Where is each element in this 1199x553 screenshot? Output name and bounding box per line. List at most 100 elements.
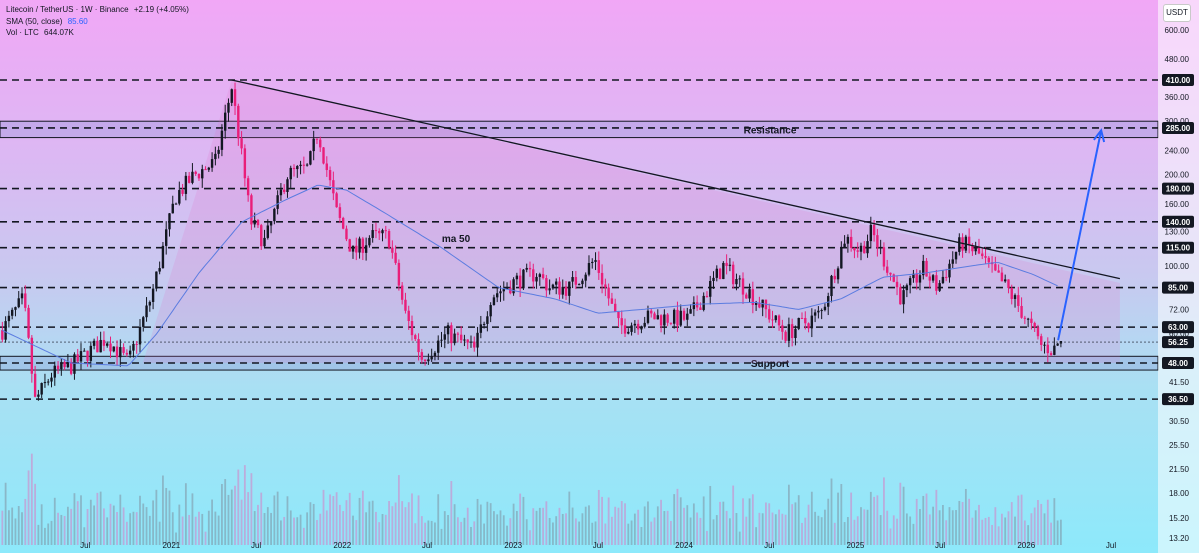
volume-bar <box>119 494 122 545</box>
candle-body <box>836 268 840 280</box>
volume-bar <box>715 515 718 545</box>
volume-bar <box>955 510 957 545</box>
candle-body <box>535 276 538 282</box>
candle-body <box>581 280 584 285</box>
volume-bar <box>466 507 469 545</box>
candle-body <box>643 322 646 327</box>
volume-bar <box>168 490 171 545</box>
volume-bar <box>217 515 220 545</box>
volume-bar <box>460 521 463 545</box>
volume-bar <box>361 490 364 545</box>
candle-body <box>584 274 587 281</box>
volume-bar <box>352 515 354 545</box>
candle-body <box>636 323 640 330</box>
volume-bar <box>1010 502 1013 545</box>
candle-body <box>427 359 430 362</box>
candle-body <box>309 151 312 165</box>
volume-bar <box>437 494 440 545</box>
candle-body <box>400 285 404 300</box>
candle-body <box>558 281 561 295</box>
candle-body <box>325 163 328 171</box>
price-change: +2.19 (+4.05%) <box>133 5 189 14</box>
volume-bar <box>689 517 692 545</box>
candle-body <box>587 263 591 275</box>
candle-body <box>174 203 178 205</box>
volume-bar <box>280 520 282 545</box>
volume-bar <box>761 513 764 545</box>
volume-layer <box>1 453 1062 545</box>
volume-bar <box>758 512 761 545</box>
volume-bar <box>479 504 482 545</box>
volume-bar <box>620 501 623 545</box>
level-label-text: 63.00 <box>1168 323 1189 332</box>
y-axis: 600.00 480.00 360.00 300.00 240.00 200.00 160.… <box>1158 0 1199 553</box>
volume-bar <box>522 496 525 545</box>
volume-value: 644.07K <box>43 28 74 37</box>
volume-bar <box>24 498 27 545</box>
level-label-text: 48.00 <box>1168 359 1189 368</box>
volume-bar <box>1001 513 1003 545</box>
projection-arrow <box>1057 130 1103 341</box>
level-label-bg <box>1162 241 1194 254</box>
candle-body <box>820 310 823 312</box>
candle-body <box>928 276 932 281</box>
volume-bar <box>663 511 666 545</box>
candle-body <box>702 295 705 310</box>
volume-bar <box>515 511 518 545</box>
candle-body <box>1053 345 1056 355</box>
candle-body <box>935 275 938 291</box>
volume-bar <box>653 517 656 545</box>
volume-line[interactable]: Vol · LTC 644.07K <box>6 27 189 39</box>
candle-body <box>217 149 220 154</box>
candle-body <box>338 207 342 218</box>
candle-body <box>1059 341 1063 344</box>
candle-body <box>53 365 56 378</box>
x-axis: Jul 2021 Jul 2022 Jul 2023 Jul 2024 Jul 2025 Jul 20… <box>80 541 1116 550</box>
volume-bar <box>699 517 702 545</box>
candle-body <box>807 323 810 329</box>
volume-bar <box>945 520 948 545</box>
candle-body <box>597 260 601 273</box>
volume-bar <box>801 522 803 545</box>
volume-bar <box>93 505 96 545</box>
volume-bar <box>545 501 548 545</box>
volume-bar <box>876 495 879 545</box>
candle-body <box>450 325 453 344</box>
sma-line[interactable]: SMA (50, close) 85.60 <box>6 16 189 28</box>
candle-body <box>155 271 158 289</box>
volume-bar <box>4 482 7 545</box>
y-tick-label: 72.00 <box>1169 306 1190 315</box>
candle-body <box>738 278 741 280</box>
candle-body <box>348 239 351 252</box>
candle-body <box>735 278 738 285</box>
volume-bar <box>319 513 322 545</box>
volume-bar <box>1037 500 1039 545</box>
y-tick-label: 240.00 <box>1165 147 1190 156</box>
candle-body <box>443 334 446 340</box>
candle-body <box>476 332 479 348</box>
candle-body <box>253 220 256 225</box>
candle-body <box>83 350 86 352</box>
y-tick-label: 160.00 <box>1165 200 1190 209</box>
candle-body <box>20 293 24 299</box>
candle-body <box>446 325 450 335</box>
candle-body <box>804 318 807 324</box>
currency-button[interactable]: USDT <box>1163 4 1191 22</box>
volume-bar <box>191 493 194 545</box>
candle-body <box>640 326 643 330</box>
level-label-text: 115.00 <box>1166 244 1191 253</box>
candle-body <box>489 305 492 317</box>
trendline-layer <box>231 79 1121 280</box>
candle-body <box>227 102 230 113</box>
volume-bar <box>27 470 30 545</box>
volume-bar <box>935 489 938 545</box>
volume-bar <box>184 483 187 545</box>
candle-body <box>194 171 197 174</box>
volume-bar <box>162 475 164 545</box>
candle-body <box>777 315 781 326</box>
candle-body <box>73 354 76 374</box>
volume-bar <box>394 502 397 545</box>
volume-bar <box>597 489 600 545</box>
